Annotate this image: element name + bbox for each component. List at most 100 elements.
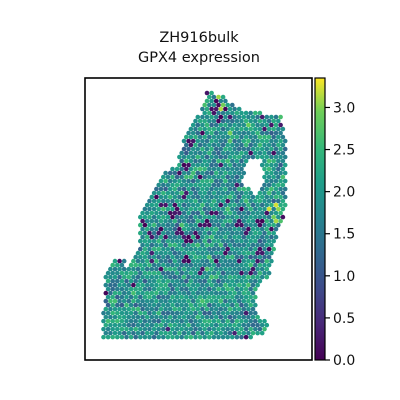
spot-point <box>271 182 277 188</box>
spot-point <box>269 146 274 152</box>
spot-point <box>234 318 240 324</box>
spot-point <box>179 198 184 204</box>
spot-point <box>179 158 184 164</box>
spot-point <box>241 202 247 208</box>
spot-point <box>105 270 111 276</box>
spot-point <box>197 158 203 164</box>
spot-point <box>232 322 237 328</box>
spot-point <box>239 294 244 300</box>
spot-point <box>195 122 201 128</box>
spot-point <box>259 122 265 128</box>
colorbar-tick-label: 2.0 <box>333 185 355 201</box>
spot-point <box>273 146 279 152</box>
spot-point <box>225 118 230 124</box>
spot-point <box>112 266 118 272</box>
spot-point <box>209 146 214 152</box>
spot-point <box>142 302 148 308</box>
spot-point <box>142 214 148 220</box>
spot-point <box>216 118 221 124</box>
spot-point <box>236 186 242 192</box>
spot-point <box>103 290 109 296</box>
spot-point <box>144 306 150 312</box>
spot-point <box>255 202 260 208</box>
spot-point <box>174 230 180 236</box>
spot-point <box>225 190 230 196</box>
spot-point <box>140 210 145 216</box>
spot-point <box>211 142 217 148</box>
spot-point <box>181 138 187 144</box>
spot-point <box>158 234 164 240</box>
spot-point <box>211 166 217 172</box>
spot-point <box>167 194 173 200</box>
spot-point <box>202 206 207 212</box>
spot-point <box>202 118 207 124</box>
spot-point <box>248 270 253 276</box>
spot-point <box>188 246 194 252</box>
spot-point <box>161 310 166 316</box>
spot-point <box>172 250 178 256</box>
spot-point <box>115 286 120 292</box>
spot-point <box>165 286 171 292</box>
spot-point <box>190 322 196 328</box>
spot-point <box>230 134 235 140</box>
spot-point <box>193 214 198 220</box>
spot-point <box>131 298 136 304</box>
spot-point <box>273 138 279 144</box>
spot-point <box>218 234 224 240</box>
spot-point <box>266 134 272 140</box>
spot-point <box>264 146 270 152</box>
spot-point <box>117 266 122 272</box>
spot-point <box>211 134 217 140</box>
spot-point <box>161 246 166 252</box>
spot-point <box>156 270 161 276</box>
spot-point <box>211 102 217 108</box>
spot-point <box>161 334 166 340</box>
spot-point <box>147 214 152 220</box>
spot-point <box>236 234 242 240</box>
spot-point <box>172 306 178 312</box>
spot-point <box>262 254 267 260</box>
spot-point <box>234 238 240 244</box>
spot-point <box>216 190 221 196</box>
spot-point <box>243 302 249 308</box>
spot-point <box>147 334 152 340</box>
spot-point <box>202 174 207 180</box>
spot-point <box>227 162 233 168</box>
spot-point <box>188 158 194 164</box>
spot-point <box>230 102 235 108</box>
spot-point <box>232 138 237 144</box>
spot-point <box>276 214 281 220</box>
spot-point <box>262 246 267 252</box>
spot-point <box>207 182 212 188</box>
spot-point <box>243 158 249 164</box>
spot-point <box>207 190 212 196</box>
spot-point <box>204 130 210 136</box>
spot-point <box>248 262 253 268</box>
spot-point <box>211 206 217 212</box>
spot-point <box>179 278 184 284</box>
spot-point <box>230 246 235 252</box>
spot-point <box>248 126 253 132</box>
spot-point <box>255 250 260 256</box>
spot-point <box>170 166 175 172</box>
spot-point <box>232 290 237 296</box>
spot-point <box>181 274 187 280</box>
spot-point <box>174 254 180 260</box>
spot-point <box>243 246 249 252</box>
spot-point <box>250 114 256 120</box>
spot-point <box>138 286 143 292</box>
spot-point <box>211 158 217 164</box>
spot-point <box>108 266 113 272</box>
spot-point <box>184 206 189 212</box>
spot-point <box>197 126 203 132</box>
spot-point <box>202 238 207 244</box>
spot-point <box>248 198 253 204</box>
spot-point <box>213 122 219 128</box>
spot-point <box>225 262 230 268</box>
spot-point <box>264 186 270 192</box>
spot-point <box>151 246 157 252</box>
spot-point <box>190 314 196 320</box>
spot-point <box>202 110 207 116</box>
spot-point <box>207 102 212 108</box>
spot-point <box>239 254 244 260</box>
